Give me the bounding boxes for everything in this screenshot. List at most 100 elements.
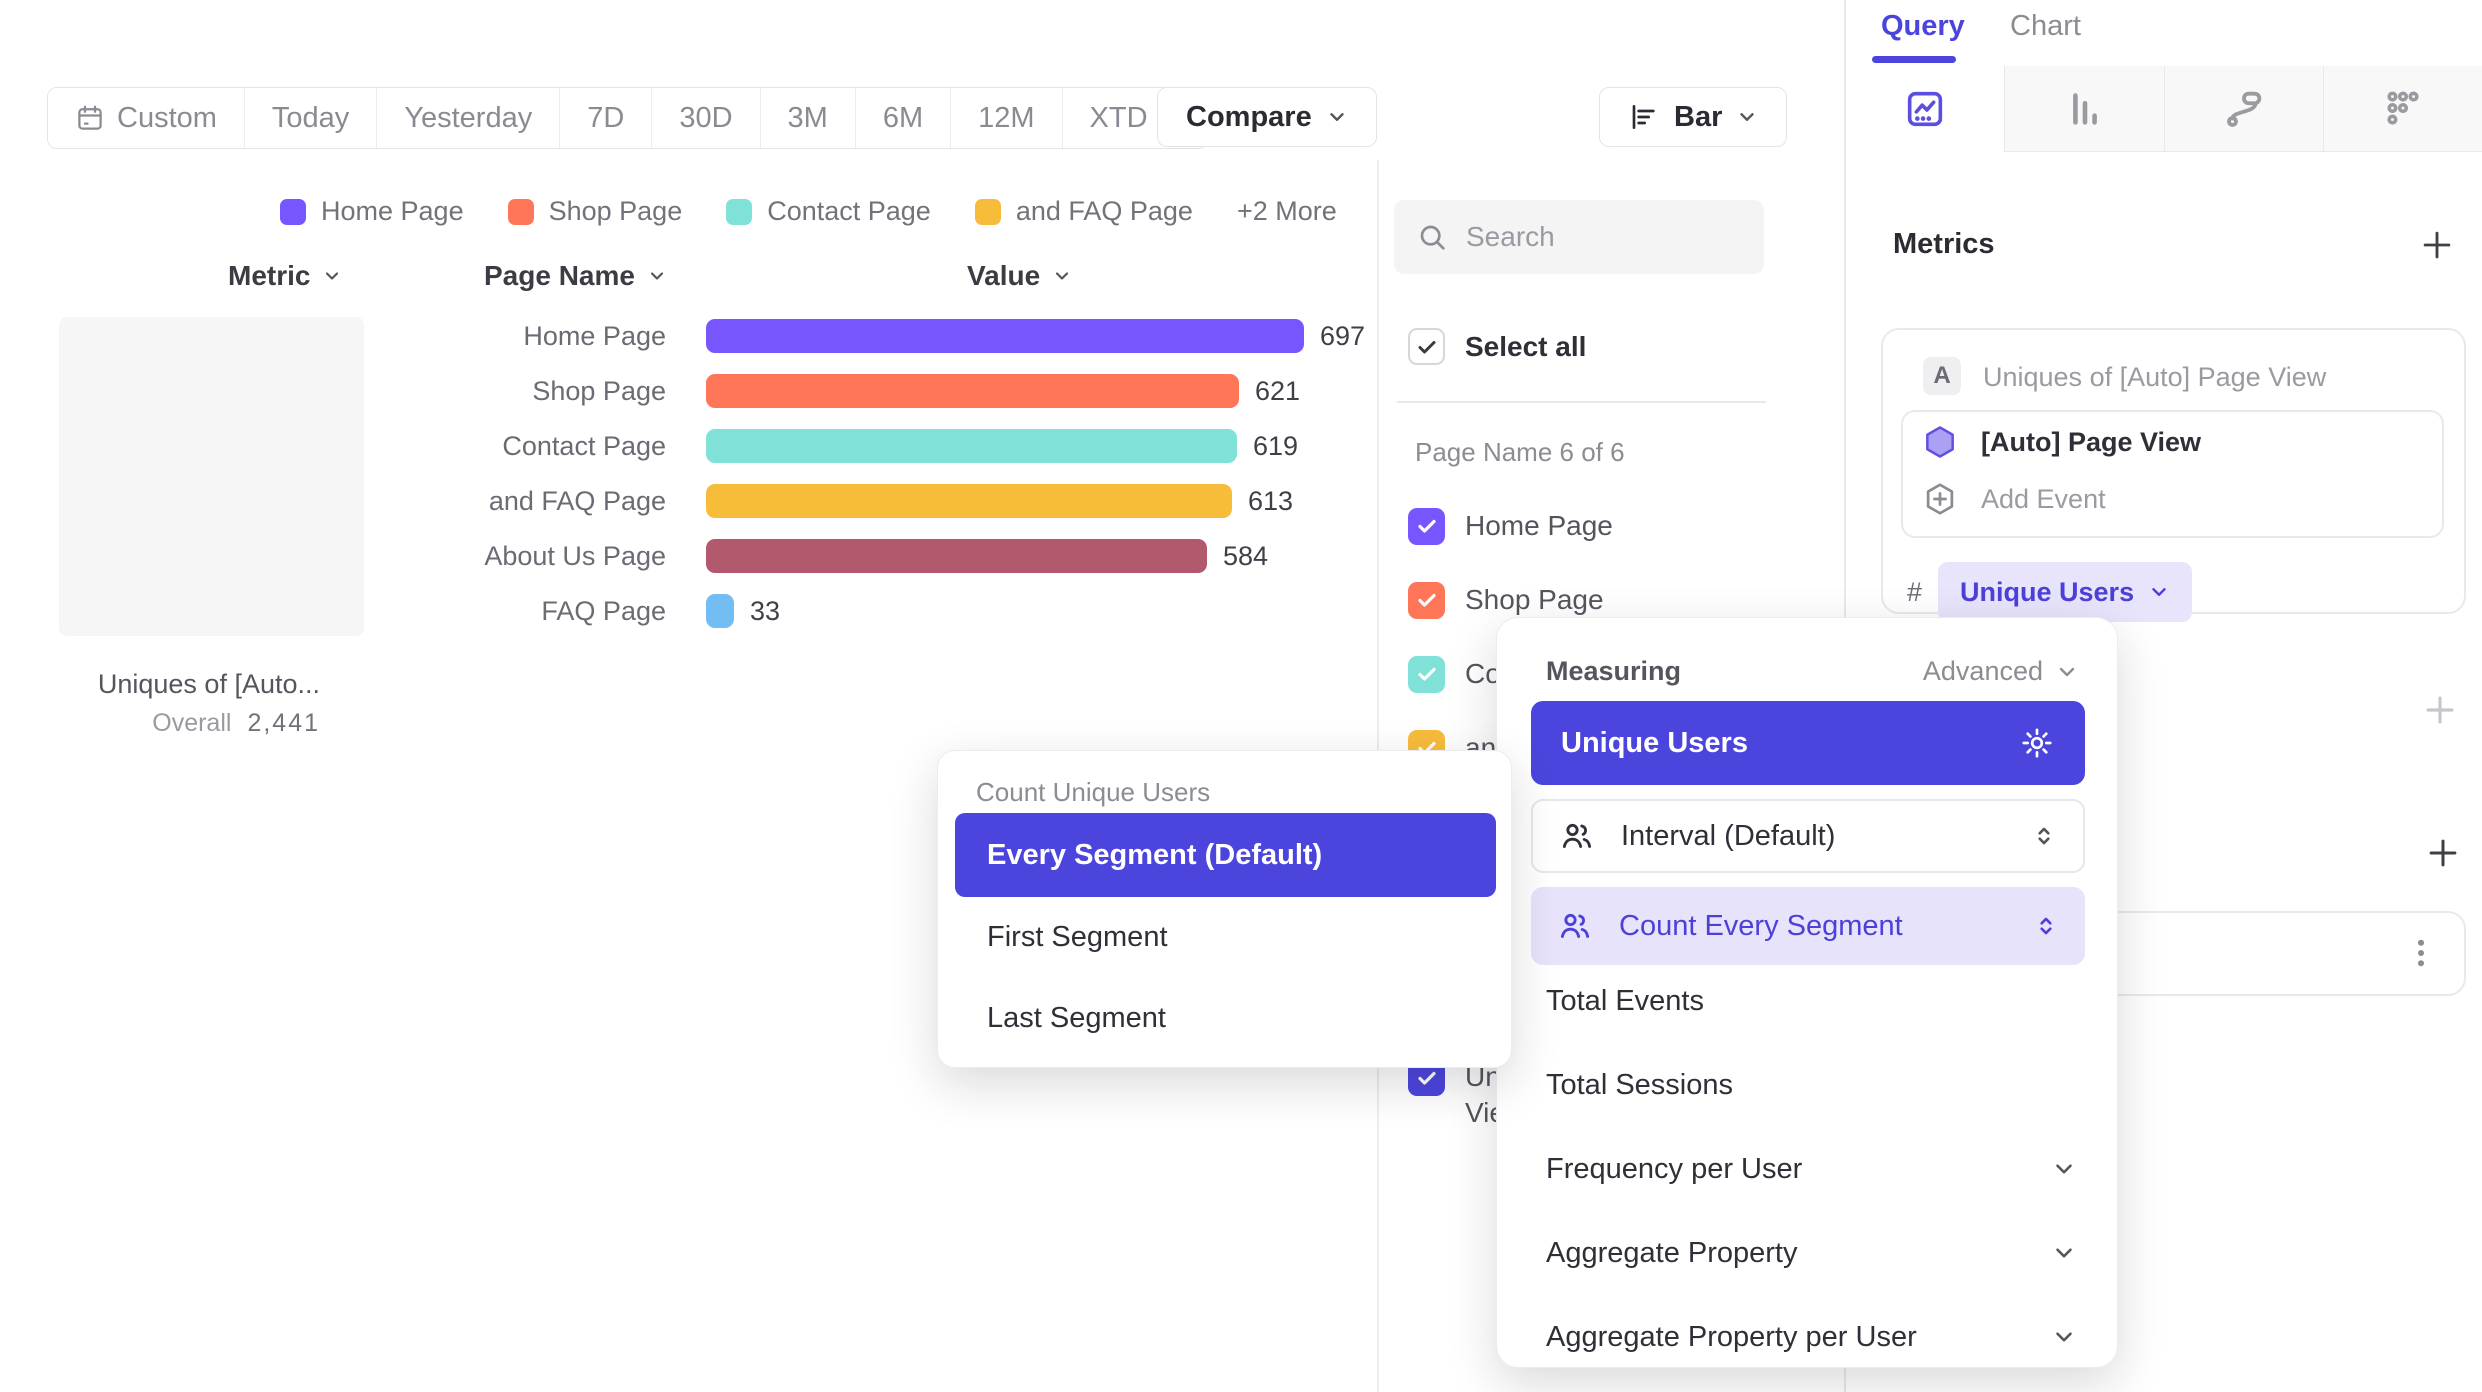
select-all-row[interactable]: Select all	[1408, 328, 1586, 365]
legend-item[interactable]: Home Page	[280, 196, 464, 227]
gear-icon[interactable]	[2019, 725, 2055, 761]
legend-item[interactable]: Shop Page	[507, 196, 682, 227]
filter-list-item[interactable]: Home Page	[1408, 489, 1795, 563]
chevron-down-icon	[2148, 581, 2170, 603]
event-label: [Auto] Page View	[1981, 426, 2202, 457]
segment-menu-item-label: Last Segment	[987, 1002, 1166, 1034]
metric-card-title: Uniques of [Auto] Page View	[1983, 362, 2327, 392]
table-row: and FAQ Page 613	[0, 484, 1365, 518]
interval-option-row[interactable]: Interval (Default)	[1531, 799, 2085, 873]
legend-item[interactable]: and FAQ Page	[974, 196, 1193, 227]
filter-item-label: Home Page	[1465, 510, 1613, 541]
tab-funnels[interactable]	[2005, 66, 2164, 152]
event-row[interactable]: [Auto] Page View	[1921, 423, 2201, 461]
date-range-button[interactable]: Yesterday	[377, 88, 561, 148]
measuring-popup: Measuring Advanced Unique Users Interval…	[1496, 617, 2118, 1368]
measuring-menu-item-label: Total Events	[1546, 984, 1704, 1017]
date-range-button[interactable]: 12M	[951, 88, 1063, 148]
count-segment-option-row[interactable]: Count Every Segment	[1531, 887, 2085, 965]
checked-checkbox[interactable]	[1408, 507, 1445, 545]
table-row: FAQ Page 33	[0, 594, 1365, 628]
compare-button[interactable]: Compare	[1157, 87, 1377, 147]
date-range-label: 7D	[587, 101, 625, 134]
tab-query[interactable]: Query	[1881, 10, 1965, 42]
chevron-down-icon	[2055, 660, 2079, 684]
filter-list-item[interactable]: Shop Page	[1408, 563, 1795, 637]
chevron-down-icon	[1736, 106, 1758, 128]
compare-label: Compare	[1186, 100, 1312, 133]
measuring-menu-item[interactable]: Total Sessions	[1546, 1043, 2077, 1127]
add-event-plus-icon	[1921, 480, 1959, 518]
legend-label: and FAQ Page	[1015, 196, 1193, 226]
tab-insights-chart[interactable]	[1845, 66, 2005, 152]
date-range-button[interactable]: 7D	[560, 88, 653, 148]
date-range-button[interactable]: Today	[244, 88, 378, 148]
filter-group-label: Page Name 6 of 6	[1415, 437, 1625, 467]
add-metric-button[interactable]	[2418, 226, 2456, 264]
tab-chart[interactable]: Chart	[2010, 10, 2081, 42]
checked-checkbox[interactable]	[1408, 581, 1445, 619]
search-box	[1394, 200, 1764, 274]
up-down-chevrons-icon	[2031, 823, 2057, 849]
add-event-row[interactable]: Add Event	[1921, 480, 2106, 518]
row-category-label: Home Page	[523, 320, 666, 351]
measuring-menu-item[interactable]: Aggregate Property	[1546, 1211, 2077, 1295]
chart-type-dropdown[interactable]: Bar	[1599, 87, 1788, 147]
advanced-dropdown[interactable]: Advanced	[1923, 656, 2079, 687]
date-range-button[interactable]: 6M	[855, 88, 952, 148]
chevron-down-icon	[2051, 1324, 2077, 1350]
add-filter-button[interactable]	[2421, 691, 2459, 729]
measuring-menu-item[interactable]: Total Events	[1546, 959, 2077, 1043]
value-bar	[706, 374, 1239, 408]
tab-flows[interactable]	[2164, 66, 2323, 152]
checked-checkbox[interactable]	[1408, 655, 1445, 693]
chevron-down-icon	[2051, 1240, 2077, 1266]
date-range-button[interactable]: Custom	[48, 88, 245, 148]
add-breakdown-button[interactable]	[2424, 834, 2462, 872]
vertical-bars-icon	[2062, 86, 2108, 132]
measuring-selected-label: Unique Users	[1561, 726, 1748, 759]
column-header-metric[interactable]: Metric	[228, 260, 342, 292]
segment-menu-item[interactable]: Last Segment	[955, 978, 1496, 1059]
advanced-label: Advanced	[1922, 656, 2043, 686]
tab-retention[interactable]	[2322, 66, 2482, 152]
segment-menu-item[interactable]: Every Segment (Default)	[955, 813, 1496, 897]
column-header-label: Page Name	[484, 260, 635, 291]
column-header-value[interactable]: Value	[967, 260, 1072, 292]
date-range-button[interactable]: 30D	[652, 88, 761, 148]
value-bar	[706, 484, 1232, 518]
bar-rows: Home Page 697 Shop Page 621 Contact Page…	[0, 319, 1365, 628]
calendar-icon	[75, 103, 105, 133]
table-row: Home Page 697	[0, 319, 1365, 353]
metric-summary-title: Uniques of [Auto...	[97, 669, 320, 699]
horizontal-bar-chart-icon	[1628, 101, 1660, 133]
measurement-chip[interactable]: Unique Users	[1938, 562, 2193, 622]
measuring-menu-item[interactable]: Frequency per User	[1546, 1127, 2077, 1211]
date-range-label: 3M	[787, 101, 828, 134]
legend-item[interactable]: Contact Page	[726, 196, 931, 227]
date-range-button[interactable]: 3M	[760, 88, 856, 148]
date-range-label: 12M	[978, 101, 1035, 134]
measurement-chip-label: Unique Users	[1960, 576, 2135, 607]
overall-label: Overall	[152, 709, 232, 737]
metric-letter-badge: A	[1923, 357, 1961, 395]
search-input[interactable]	[1464, 220, 1742, 254]
segment-popup-title: Count Unique Users	[976, 777, 1211, 807]
chevron-down-icon	[1326, 106, 1348, 128]
add-event-label: Add Event	[1981, 483, 2106, 514]
segment-menu-item[interactable]: First Segment	[955, 897, 1496, 978]
kebab-menu-icon[interactable]	[2402, 934, 2440, 972]
measuring-selected-option[interactable]: Unique Users	[1531, 701, 2085, 785]
measuring-menu-item[interactable]: Aggregate Property per User	[1546, 1295, 2077, 1379]
check-icon	[1417, 667, 1436, 681]
segment-menu-items: Every Segment (Default) First Segment La…	[955, 813, 1496, 1059]
event-hexagon-icon	[1921, 423, 1959, 461]
select-all-checkbox[interactable]	[1408, 328, 1445, 365]
row-category-label: About Us Page	[484, 540, 666, 571]
event-selector-card: [Auto] Page View Add Event	[1901, 410, 2444, 538]
legend-more-link[interactable]: +2 More	[1236, 196, 1337, 226]
date-range-label: XTD	[1089, 101, 1148, 134]
chart-legend: Home Page Shop Page Contact Page and FAQ…	[280, 196, 1337, 227]
legend-swatch	[507, 198, 534, 225]
column-header-page-name[interactable]: Page Name	[484, 260, 667, 292]
